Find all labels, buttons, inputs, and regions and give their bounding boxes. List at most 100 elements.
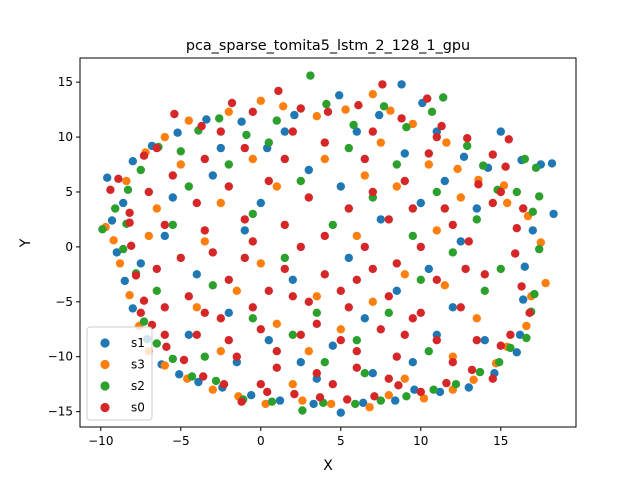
point-s1 bbox=[128, 304, 137, 313]
point-s2 bbox=[416, 275, 425, 284]
point-s0 bbox=[328, 380, 337, 389]
point-s3 bbox=[368, 297, 377, 306]
point-s0 bbox=[216, 314, 225, 323]
point-s2 bbox=[496, 264, 505, 274]
point-s3 bbox=[376, 138, 385, 147]
point-s3 bbox=[115, 259, 125, 268]
point-s3 bbox=[365, 403, 374, 412]
point-s0 bbox=[296, 330, 305, 339]
point-s2 bbox=[152, 339, 161, 348]
point-s3 bbox=[456, 193, 465, 202]
point-s2 bbox=[242, 130, 251, 140]
point-s2 bbox=[424, 347, 433, 356]
point-s2 bbox=[429, 385, 438, 394]
point-s0 bbox=[467, 365, 477, 375]
point-s3 bbox=[384, 391, 393, 400]
point-s0 bbox=[139, 151, 149, 160]
point-s2 bbox=[479, 161, 488, 170]
point-s0 bbox=[272, 363, 281, 372]
point-s0 bbox=[400, 330, 409, 339]
point-s1 bbox=[296, 358, 305, 367]
point-s2 bbox=[376, 396, 385, 405]
point-s0 bbox=[344, 303, 353, 312]
point-s3 bbox=[352, 231, 361, 241]
point-s0 bbox=[480, 270, 489, 279]
point-s3 bbox=[327, 399, 336, 409]
point-s3 bbox=[312, 112, 321, 121]
point-s0 bbox=[197, 121, 206, 131]
point-s0 bbox=[290, 389, 299, 399]
point-s0 bbox=[248, 107, 257, 117]
point-s1 bbox=[376, 215, 385, 224]
point-s0 bbox=[376, 325, 385, 334]
axes-frame bbox=[79, 57, 577, 428]
y-tick-label: −5 bbox=[55, 295, 73, 309]
point-s0 bbox=[304, 193, 313, 202]
point-s3 bbox=[386, 106, 395, 115]
point-s0 bbox=[216, 127, 225, 136]
point-s1 bbox=[375, 110, 384, 120]
point-s0 bbox=[336, 286, 345, 295]
y-axis-label: Y bbox=[18, 238, 34, 248]
point-s0 bbox=[280, 154, 289, 164]
y-tick-label: 5 bbox=[65, 185, 73, 199]
point-s1 bbox=[480, 336, 489, 345]
point-s1 bbox=[368, 369, 377, 378]
point-s2 bbox=[211, 376, 221, 386]
point-s2 bbox=[272, 116, 281, 125]
point-s0 bbox=[179, 355, 189, 365]
point-s0 bbox=[224, 336, 233, 345]
point-s2 bbox=[392, 160, 401, 169]
point-s3 bbox=[144, 231, 153, 241]
point-s1 bbox=[336, 408, 345, 417]
point-s2 bbox=[208, 281, 217, 290]
point-s2 bbox=[248, 209, 257, 219]
point-s0 bbox=[368, 127, 377, 136]
point-s3 bbox=[160, 361, 169, 370]
legend-label-s0: s0 bbox=[131, 401, 145, 415]
point-s2 bbox=[267, 397, 277, 406]
point-s0 bbox=[352, 347, 361, 356]
point-s1 bbox=[408, 358, 417, 367]
point-s3 bbox=[279, 102, 288, 111]
point-s0 bbox=[152, 143, 161, 153]
point-s0 bbox=[408, 204, 417, 213]
point-s0 bbox=[488, 374, 497, 383]
point-s0 bbox=[106, 185, 115, 194]
point-s0 bbox=[432, 132, 441, 142]
legend-marker-s2 bbox=[100, 381, 110, 391]
point-s1 bbox=[440, 176, 449, 186]
point-s2 bbox=[298, 406, 307, 415]
point-s1 bbox=[112, 248, 122, 257]
point-s2 bbox=[187, 372, 197, 381]
x-tick-label: −5 bbox=[172, 434, 190, 448]
point-s0 bbox=[456, 303, 465, 312]
point-s2 bbox=[168, 354, 177, 364]
point-s0 bbox=[488, 150, 497, 159]
point-s0 bbox=[131, 271, 141, 280]
point-s0 bbox=[315, 393, 325, 402]
point-s0 bbox=[224, 182, 233, 191]
point-s3 bbox=[208, 385, 217, 394]
point-s0 bbox=[208, 248, 217, 257]
point-s1 bbox=[472, 204, 481, 213]
point-s1 bbox=[168, 193, 177, 202]
point-s0 bbox=[424, 149, 433, 158]
point-s0 bbox=[432, 275, 441, 284]
point-s0 bbox=[240, 215, 249, 224]
point-s1 bbox=[448, 303, 457, 312]
chart-title: pca_sparse_tomita5_lstm_2_128_1_gpu bbox=[186, 38, 470, 54]
point-s0 bbox=[336, 336, 345, 345]
point-s2 bbox=[306, 71, 315, 80]
point-s3 bbox=[272, 319, 281, 328]
point-s2 bbox=[530, 289, 539, 299]
point-s2 bbox=[379, 102, 389, 111]
point-s1 bbox=[397, 80, 406, 89]
point-s1 bbox=[202, 115, 211, 124]
point-s1 bbox=[237, 117, 246, 126]
point-s0 bbox=[219, 380, 229, 389]
point-s0 bbox=[263, 387, 272, 397]
point-s2 bbox=[439, 93, 448, 102]
point-s3 bbox=[469, 375, 478, 384]
point-s1 bbox=[184, 330, 193, 339]
